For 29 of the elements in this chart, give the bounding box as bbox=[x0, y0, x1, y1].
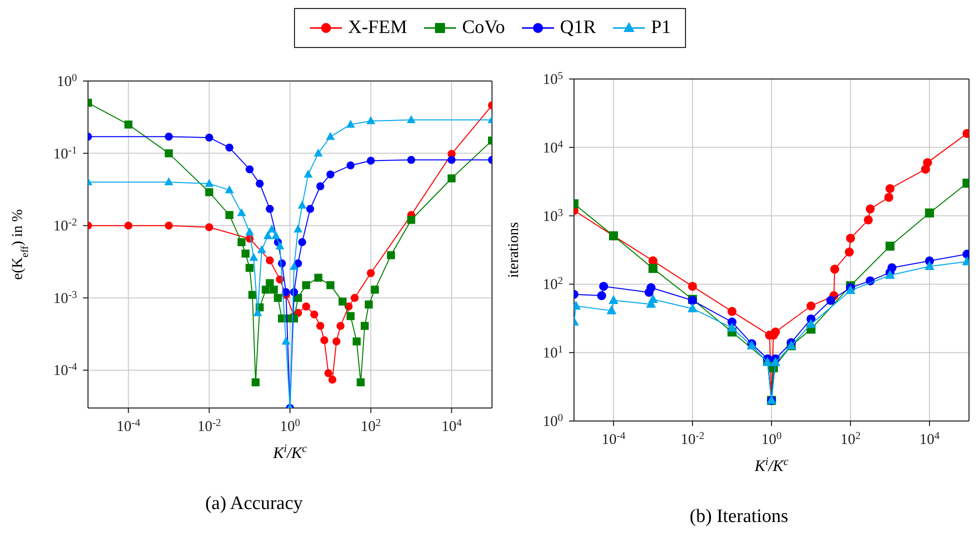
legend-label: P1 bbox=[650, 17, 672, 39]
x-axis-title: K$^{i}$/K$^{c}$ bbox=[754, 456, 788, 475]
legend-label: X-FEM bbox=[348, 17, 408, 39]
legend-label: CoVo bbox=[462, 17, 506, 39]
text: (a) Accuracy bbox=[204, 493, 304, 515]
x-tick-label: 10$^{4}$ bbox=[919, 430, 940, 448]
x-axis-title: K$^{i}$/K$^{c}$ bbox=[272, 443, 307, 462]
y-tick-label: 10$^{3}$ bbox=[542, 207, 563, 225]
y-tick-label: 10$^{0}$ bbox=[56, 72, 77, 90]
x-tick-label: 10$^{0}$ bbox=[761, 430, 782, 448]
y-tick-label: 10$^{2}$ bbox=[542, 276, 563, 294]
y-tick-label: 10$^{-2}$ bbox=[53, 217, 77, 235]
y-tick-label: 10$^{4}$ bbox=[542, 138, 564, 156]
y-tick-label: 10$^{1}$ bbox=[542, 344, 563, 362]
y-tick-label: 10$^{5}$ bbox=[542, 70, 563, 88]
y-axis-title: iterations bbox=[506, 222, 522, 278]
y-tick-label: 10$^{-3}$ bbox=[53, 289, 77, 307]
y-tick-label: 10$^{-1}$ bbox=[53, 144, 77, 162]
x-tick-label: 10$^{-2}$ bbox=[680, 430, 704, 448]
x-tick-label: 10$^{4}$ bbox=[441, 418, 462, 435]
x-tick-label: 10$^{-4}$ bbox=[116, 418, 142, 435]
x-tick-label: 10$^{2}$ bbox=[360, 418, 381, 435]
x-tick-label: 10$^{-4}$ bbox=[602, 430, 626, 448]
x-tick-label: 10$^{2}$ bbox=[840, 430, 861, 448]
x-tick-label: 10$^{-2}$ bbox=[197, 418, 222, 435]
text: (b) Iterations bbox=[688, 506, 790, 528]
legend-label: Q1R bbox=[560, 17, 596, 39]
y-tick-label: 10$^{-4}$ bbox=[53, 362, 78, 380]
x-tick-label: 10$^{0}$ bbox=[280, 418, 300, 435]
